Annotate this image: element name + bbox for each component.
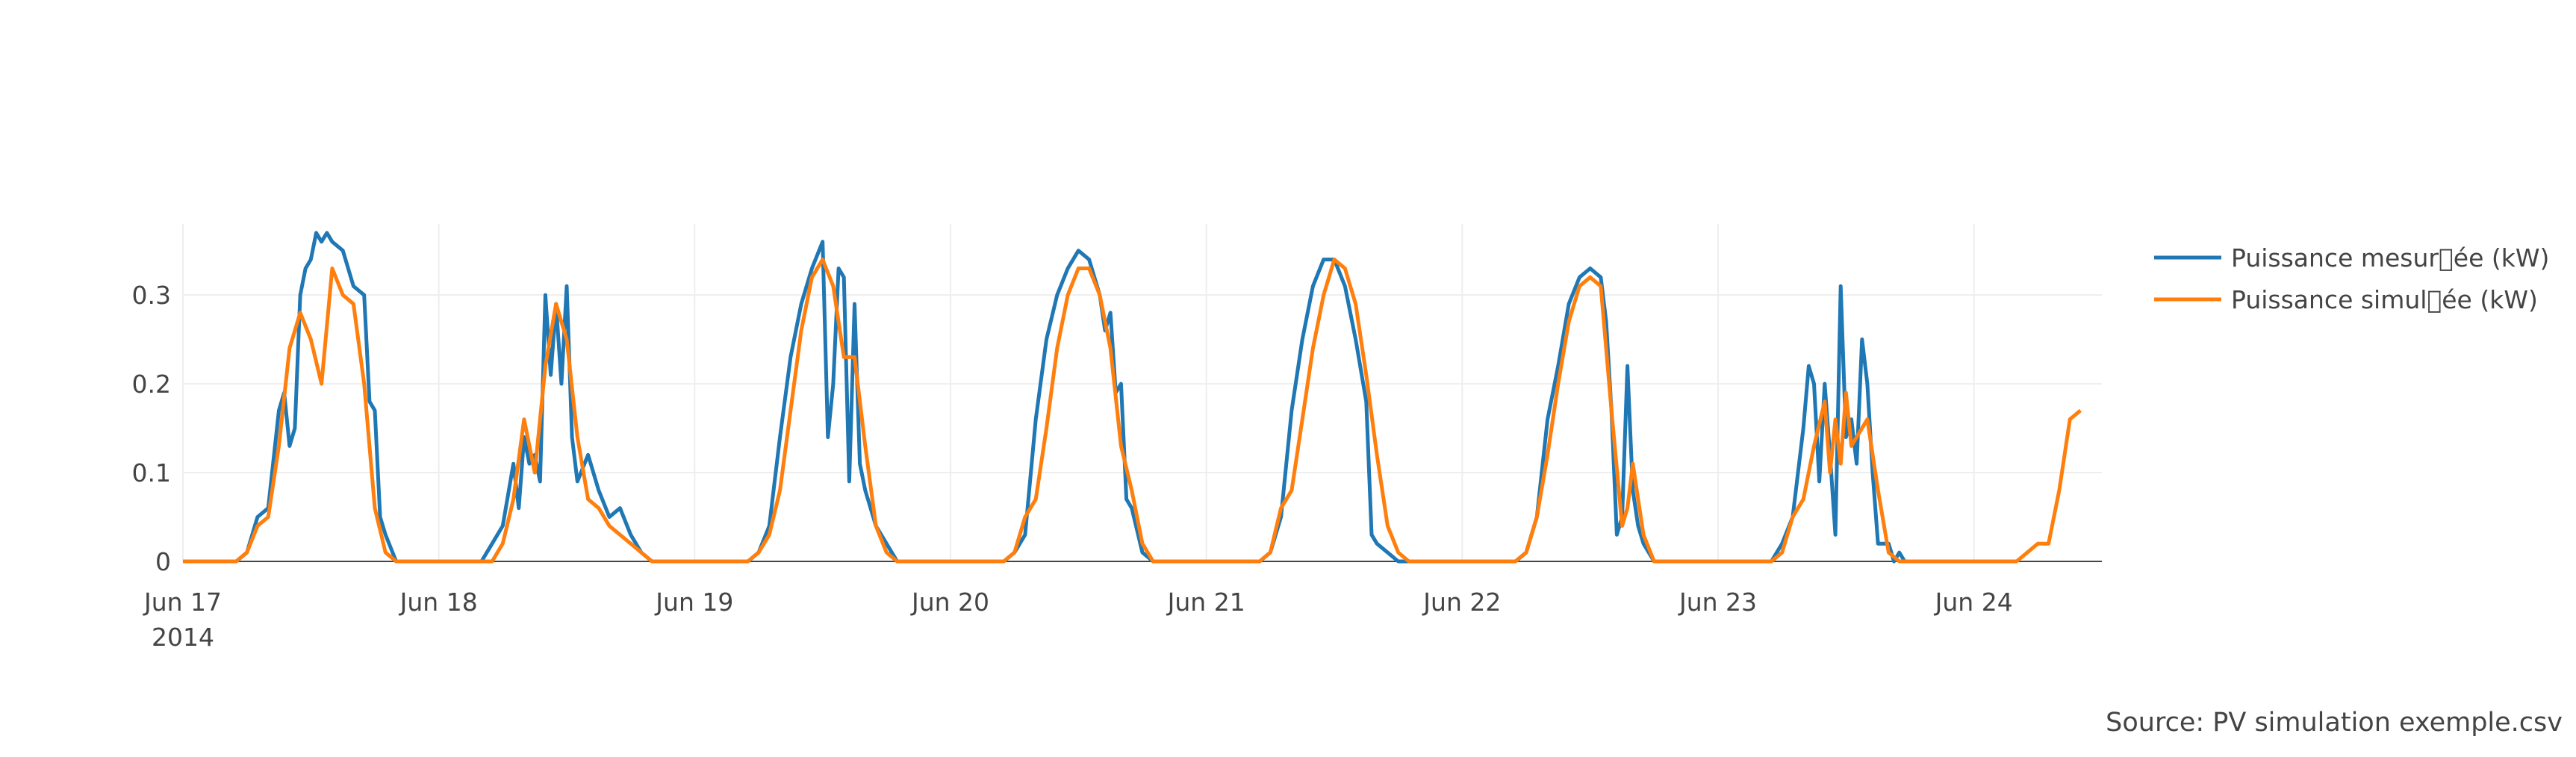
x-tick-label: Jun 23: [1678, 588, 1757, 617]
source-note: Source: PV simulation exemple.csv: [2106, 708, 2563, 738]
x-tick-label: Jun 18: [399, 588, 478, 617]
x-tick-label: Jun 22: [1422, 588, 1501, 617]
x-tick-label: Jun 19: [654, 588, 733, 617]
x-tick-label: Jun 17: [143, 588, 222, 617]
legend: Puissance mesur ée (kW) Puissance simul é…: [2154, 243, 2549, 314]
series-lines: [183, 231, 2082, 564]
legend-label-2: Puissance simul ée (kW): [2231, 285, 2538, 314]
x-tick-label: Jun 20: [910, 588, 989, 617]
y-tick-label: 0.1: [132, 458, 171, 487]
x-tick-label: Jun 24: [1934, 588, 2013, 617]
y-tick-label: 0.2: [132, 370, 171, 399]
series-line-2: [183, 258, 2082, 564]
x-tick-sublabel: 2014: [152, 623, 214, 652]
grid-lines: [182, 224, 2102, 561]
legend-label-1: Puissance mesur ée (kW): [2231, 243, 2549, 272]
y-tick-label: 0: [155, 547, 171, 576]
x-tick-label: Jun 21: [1166, 588, 1245, 617]
series-line-1: [183, 231, 1907, 564]
axes: Jun 17 2014 Jun 18 Jun 19 Jun 20 Jun 21 Jun 22…: [132, 281, 2102, 652]
y-tick-label: 0.3: [132, 281, 171, 310]
